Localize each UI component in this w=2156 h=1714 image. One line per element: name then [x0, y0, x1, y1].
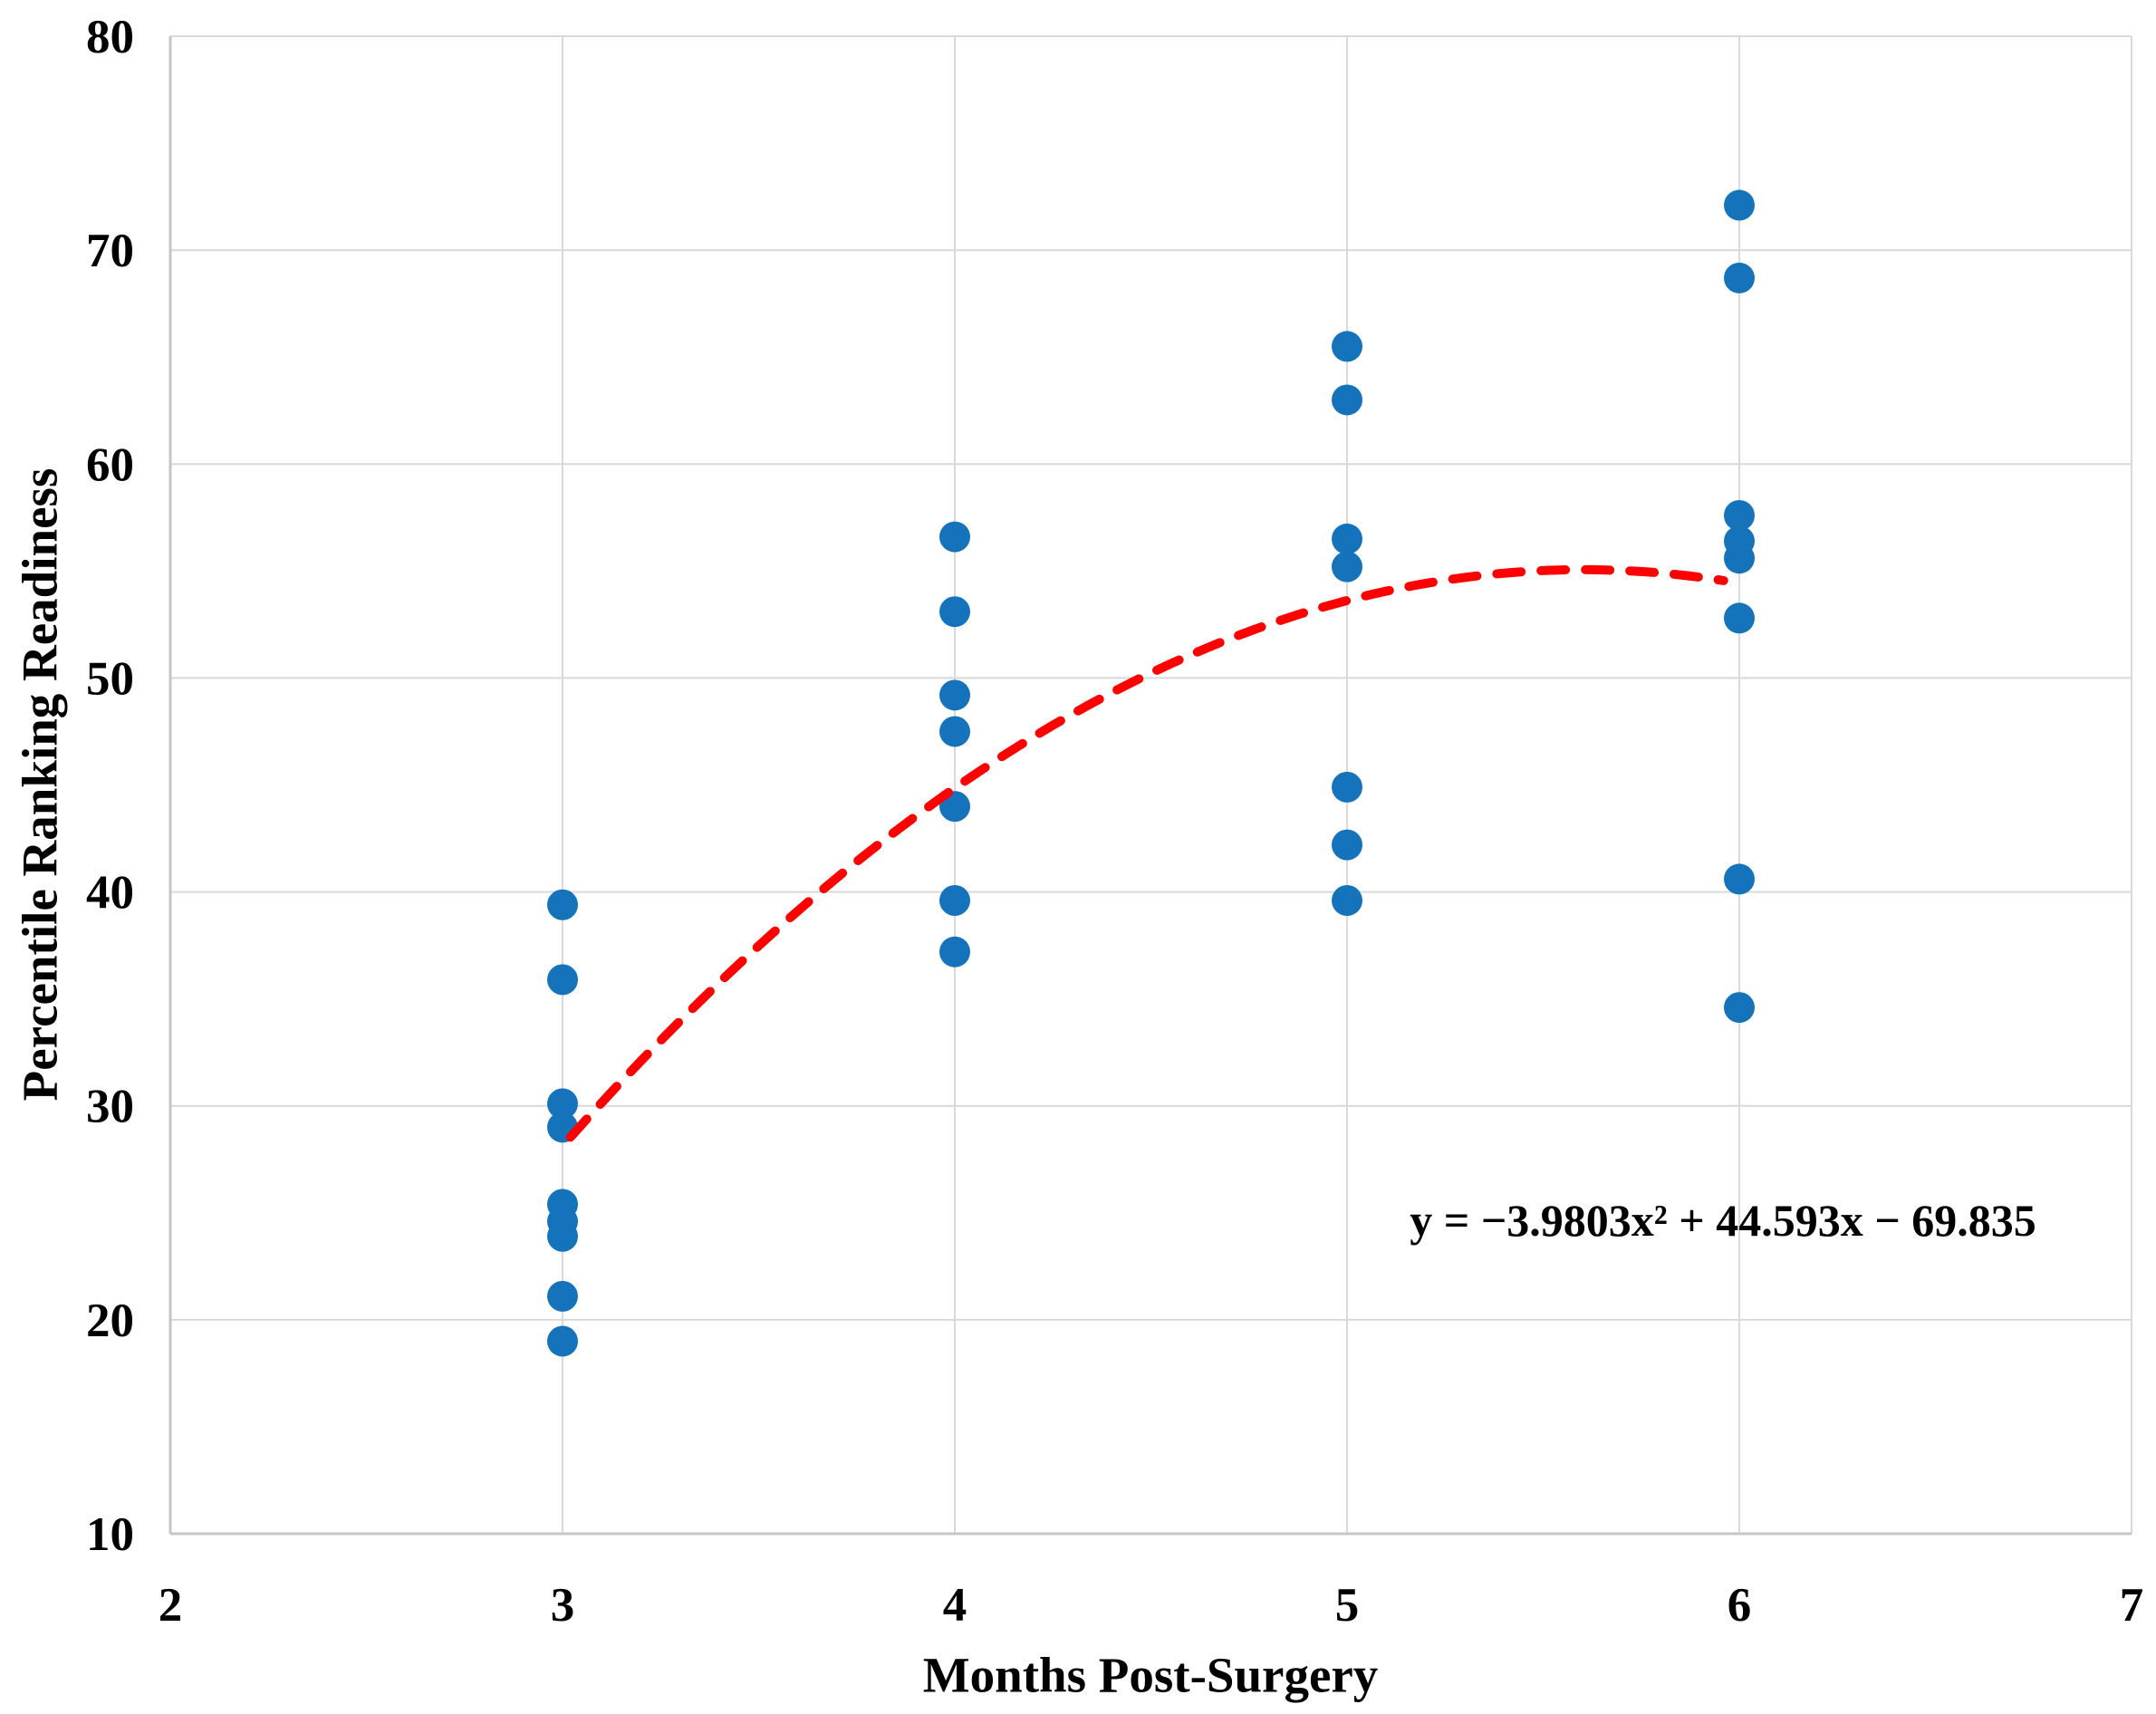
x-axis-title: Months Post-Surgery	[922, 1647, 1379, 1703]
data-point	[547, 1088, 578, 1120]
data-point	[1332, 771, 1362, 803]
data-point	[1724, 543, 1755, 574]
x-tick-label: 4	[943, 1579, 967, 1632]
data-point	[1724, 499, 1755, 531]
y-tick-label: 40	[86, 867, 134, 920]
data-point	[1332, 829, 1362, 861]
data-point	[939, 936, 970, 968]
y-tick-label: 60	[86, 438, 134, 491]
data-point	[1332, 523, 1362, 554]
data-point	[1724, 602, 1755, 634]
x-tick-label: 6	[1728, 1579, 1752, 1632]
x-tick-label: 2	[159, 1579, 183, 1632]
x-tick-label: 7	[2120, 1579, 2144, 1632]
y-tick-label: 80	[86, 11, 134, 63]
y-axis-title: Percentile Ranking Readiness	[12, 467, 68, 1102]
trendline-equation-label: y = −3.9803x² + 44.593x − 69.835	[1410, 1195, 2036, 1246]
data-point	[939, 885, 970, 917]
trendline-path	[565, 564, 1728, 1142]
data-point	[547, 889, 578, 920]
data-point	[547, 1325, 578, 1357]
y-tick-label: 30	[86, 1081, 134, 1133]
data-point	[939, 679, 970, 711]
data-point	[547, 1220, 578, 1252]
data-point	[547, 1280, 578, 1312]
data-point	[939, 596, 970, 628]
data-point	[1332, 384, 1362, 416]
data-point	[1332, 551, 1362, 583]
y-tick-label: 10	[86, 1508, 134, 1561]
data-point	[1724, 992, 1755, 1024]
y-tick-label: 20	[86, 1295, 134, 1347]
data-point	[939, 521, 970, 553]
x-tick-label: 3	[551, 1579, 575, 1632]
data-point	[1724, 189, 1755, 221]
data-point	[1724, 863, 1755, 895]
y-tick-label: 70	[86, 225, 134, 277]
x-tick-label: 5	[1335, 1579, 1360, 1632]
data-point	[939, 716, 970, 747]
y-tick-label: 50	[86, 652, 134, 705]
data-point	[547, 964, 578, 996]
data-point	[1332, 885, 1362, 917]
data-point	[1724, 262, 1755, 294]
data-point	[1332, 331, 1362, 362]
